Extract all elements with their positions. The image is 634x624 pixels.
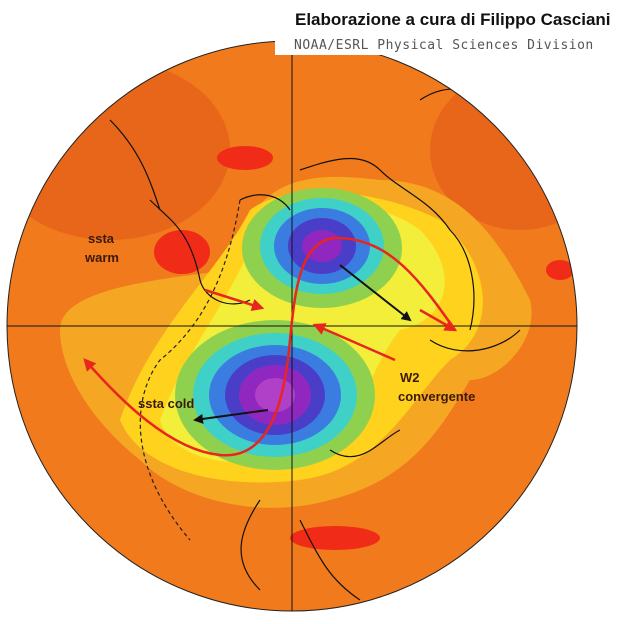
annotation: ssta cold [138,396,194,411]
wave-arrow [419,308,458,332]
title: Elaborazione a cura di Filippo Casciani [295,10,611,29]
flow-arrow [204,288,265,311]
flow-arrow [312,323,396,362]
low-ring [255,378,295,412]
flow-arrow [193,409,269,424]
warm-patch [154,230,210,274]
warm-patch [290,526,380,550]
annotation: convergente [398,389,475,404]
warm-patch [546,260,574,280]
source: NOAA/ESRL Physical Sciences Division [294,38,594,53]
annotation: W2 [400,370,420,385]
annotation: ssta [88,231,115,246]
flow-arrow [339,264,412,322]
dashed-contour [139,199,241,541]
annotation: warm [84,250,119,265]
warm-patch [217,146,273,170]
source-box [275,33,590,55]
wave-path [83,236,457,457]
